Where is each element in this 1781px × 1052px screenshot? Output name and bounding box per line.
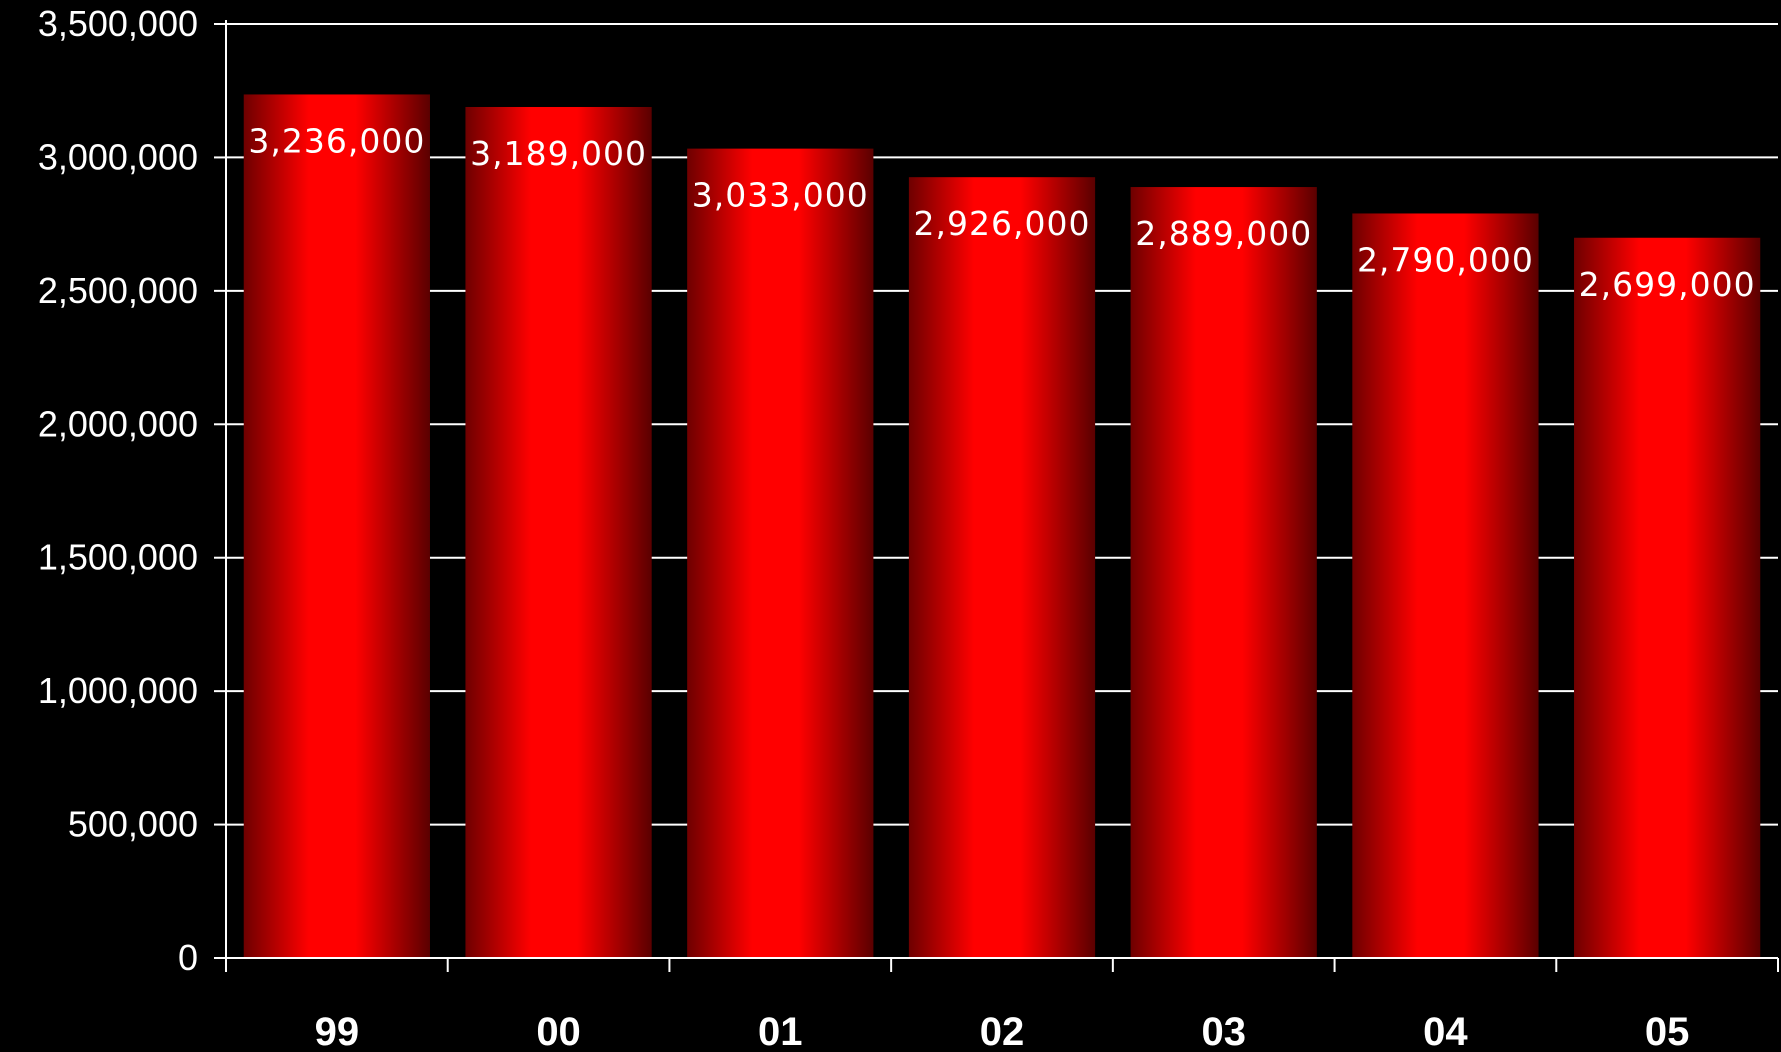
y-tick-label: 3,500,000 <box>38 3 198 44</box>
x-tick-label-01: 01 <box>758 1010 803 1052</box>
y-tick-label: 2,500,000 <box>38 270 198 311</box>
bar-00 <box>465 106 652 959</box>
x-tick-label-99: 99 <box>315 1010 360 1052</box>
y-tick-label: 1,500,000 <box>38 537 198 578</box>
bar-02 <box>908 177 1096 958</box>
data-label-05: 2,699,000 <box>1579 265 1756 304</box>
data-label-03: 2,889,000 <box>1135 214 1312 253</box>
data-label-99: 3,236,000 <box>248 121 425 160</box>
data-label-04: 2,790,000 <box>1357 240 1534 279</box>
y-tick-label: 3,000,000 <box>38 136 198 177</box>
data-label-02: 2,926,000 <box>914 204 1091 243</box>
y-tick-label: 0 <box>178 937 198 978</box>
bar-99 <box>243 94 430 958</box>
x-tick-label-00: 00 <box>536 1010 581 1052</box>
y-tick-label: 1,000,000 <box>38 670 198 711</box>
x-tick-label-05: 05 <box>1645 1010 1690 1052</box>
y-tick-labels: 0 500,000 1,000,000 1,500,000 2,000,000 2,500… <box>38 3 198 978</box>
x-tick-label-02: 02 <box>980 1010 1025 1052</box>
x-tick-label-03: 03 <box>1201 1010 1246 1052</box>
bar-04 <box>1352 213 1539 958</box>
bar-03 <box>1130 187 1317 959</box>
y-tick-label: 500,000 <box>68 804 198 845</box>
x-tick-label-04: 04 <box>1423 1010 1468 1052</box>
x-tick-labels: 99 00 01 02 03 04 05 <box>315 1010 1690 1052</box>
axes <box>214 20 1779 972</box>
bar-05 <box>1574 237 1761 959</box>
data-labels: 3,236,000 3,189,000 3,033,000 2,926,000 2,88… <box>248 121 1756 304</box>
data-label-01: 3,033,000 <box>692 176 869 215</box>
y-tick-label: 2,000,000 <box>38 403 198 444</box>
data-label-00: 3,189,000 <box>470 134 647 173</box>
bar-01 <box>687 148 874 958</box>
bars <box>243 94 1761 959</box>
